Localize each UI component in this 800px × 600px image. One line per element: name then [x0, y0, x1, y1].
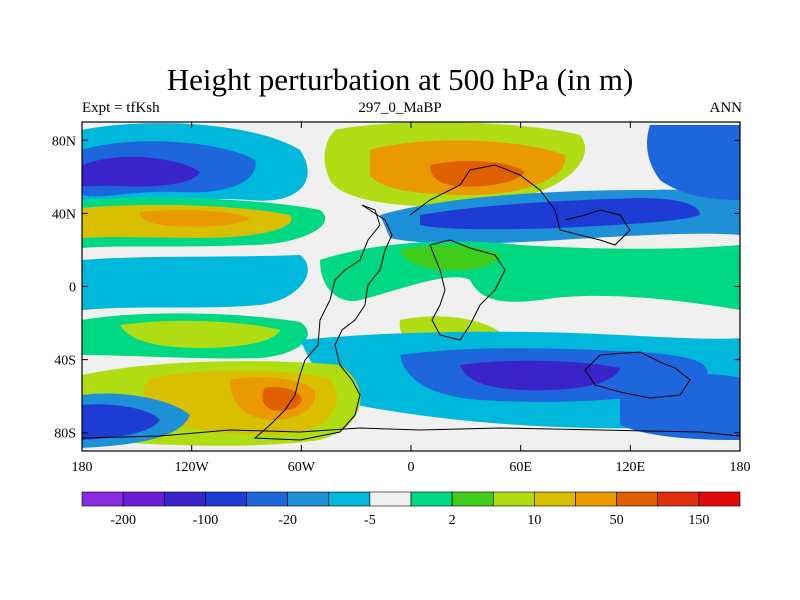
lat-tick-label: 40S: [54, 354, 76, 369]
contour-neg-north-west-center: [82, 156, 200, 187]
contour-pos-tropics-light: [400, 245, 500, 271]
colorbar: -200 -100 -20 -5 2 10 50 150: [81, 491, 741, 528]
colorbar-label: -20: [278, 513, 297, 528]
contour-neg-eurasia-40n-core: [420, 198, 700, 230]
contour-neg-southeast: [620, 373, 740, 440]
lon-tick-label: 0: [408, 460, 415, 475]
colorbar-label: -5: [364, 513, 376, 528]
coastline-africa-eurasia: [409, 164, 631, 341]
coastline-antarctica: [81, 427, 741, 439]
experiment-label: Expt = tfKsh: [82, 100, 160, 116]
colorbar-swatch: [328, 491, 371, 507]
contour-pos-southern-band-mid: [120, 320, 280, 348]
contour-neg-southern-belt-core: [460, 360, 620, 391]
colorbar-swatch: [492, 491, 535, 507]
contour-neg-tropical-pacific: [82, 255, 308, 310]
coastlines: [81, 164, 741, 441]
contour-field: [82, 122, 740, 451]
lon-tick-label: 60W: [288, 460, 316, 475]
case-label: 297_0_MaBP: [358, 100, 442, 116]
colorbar-swatch: [246, 491, 288, 507]
coastline-americas: [253, 204, 393, 441]
colorbar-label: -100: [193, 513, 219, 528]
lon-tick-label: 120W: [175, 460, 210, 475]
colorbar-label: 10: [527, 513, 541, 528]
colorbar-swatch: [163, 491, 206, 507]
colorbar-swatch: [451, 491, 494, 507]
lat-axis: 80N 40N 0 40S 80S: [52, 134, 740, 442]
colorbar-swatch: [534, 491, 576, 507]
lat-tick-label: 40N: [52, 207, 76, 222]
colorbar-swatch: [205, 491, 247, 507]
colorbar-label: -200: [110, 513, 136, 528]
colorbar-swatch: [575, 491, 617, 507]
lon-tick-label: 60E: [509, 460, 532, 475]
lat-tick-label: 80N: [52, 134, 76, 149]
lon-tick-label: 180: [72, 460, 93, 475]
season-label: ANN: [709, 100, 743, 116]
colorbar-swatch: [81, 491, 124, 507]
colorbar-swatch: [287, 491, 330, 507]
colorbar-label: 150: [688, 513, 709, 528]
lon-tick-label: 180: [730, 460, 751, 475]
colorbar-swatch: [122, 491, 165, 507]
lat-tick-label: 80S: [54, 427, 76, 442]
contour-neg-northeast: [647, 125, 740, 200]
colorbar-swatch: [657, 491, 700, 507]
colorbar-swatch: [698, 491, 741, 507]
colorbar-swatch: [410, 491, 453, 507]
contour-neg-southwest-core: [82, 404, 160, 440]
plot-title: Height perturbation at 500 hPa (in m): [166, 62, 634, 97]
lat-tick-label: 0: [69, 281, 76, 296]
colorbar-label: 2: [449, 513, 456, 528]
colorbar-label: 50: [610, 513, 624, 528]
coastline-australia: [584, 351, 691, 399]
lon-axis: 180 120W 60W 0 60E 120E 180: [72, 122, 751, 475]
colorbar-swatch: [369, 491, 412, 507]
colorbar-swatch: [616, 491, 659, 507]
contour-pos-south-west-peak: [262, 387, 302, 411]
contour-pos-pacific-40n-core: [140, 210, 250, 227]
lon-tick-label: 120E: [616, 460, 646, 475]
